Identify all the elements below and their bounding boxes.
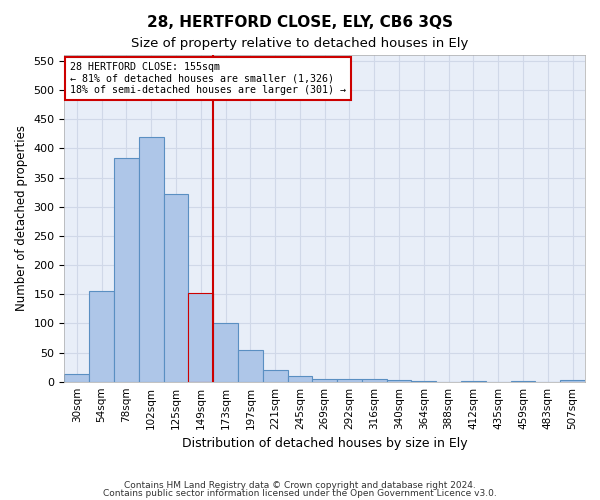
X-axis label: Distribution of detached houses by size in Ely: Distribution of detached houses by size … <box>182 437 467 450</box>
Bar <box>560 380 585 382</box>
Bar <box>114 158 139 382</box>
Text: 28 HERTFORD CLOSE: 155sqm
← 81% of detached houses are smaller (1,326)
18% of se: 28 HERTFORD CLOSE: 155sqm ← 81% of detac… <box>70 62 346 94</box>
Bar <box>188 293 213 382</box>
Bar <box>263 370 287 382</box>
Bar <box>287 376 313 382</box>
Bar <box>164 194 188 382</box>
Bar <box>386 380 412 382</box>
Bar <box>461 380 486 382</box>
Text: 28, HERTFORD CLOSE, ELY, CB6 3QS: 28, HERTFORD CLOSE, ELY, CB6 3QS <box>147 15 453 30</box>
Bar <box>64 374 89 382</box>
Y-axis label: Number of detached properties: Number of detached properties <box>15 126 28 312</box>
Bar <box>213 324 238 382</box>
Bar <box>511 380 535 382</box>
Bar <box>412 380 436 382</box>
Text: Contains public sector information licensed under the Open Government Licence v3: Contains public sector information licen… <box>103 488 497 498</box>
Bar <box>313 379 337 382</box>
Text: Contains HM Land Registry data © Crown copyright and database right 2024.: Contains HM Land Registry data © Crown c… <box>124 481 476 490</box>
Bar <box>89 292 114 382</box>
Bar <box>238 350 263 382</box>
Bar <box>362 379 386 382</box>
Text: Size of property relative to detached houses in Ely: Size of property relative to detached ho… <box>131 38 469 51</box>
Bar <box>139 136 164 382</box>
Bar <box>337 379 362 382</box>
